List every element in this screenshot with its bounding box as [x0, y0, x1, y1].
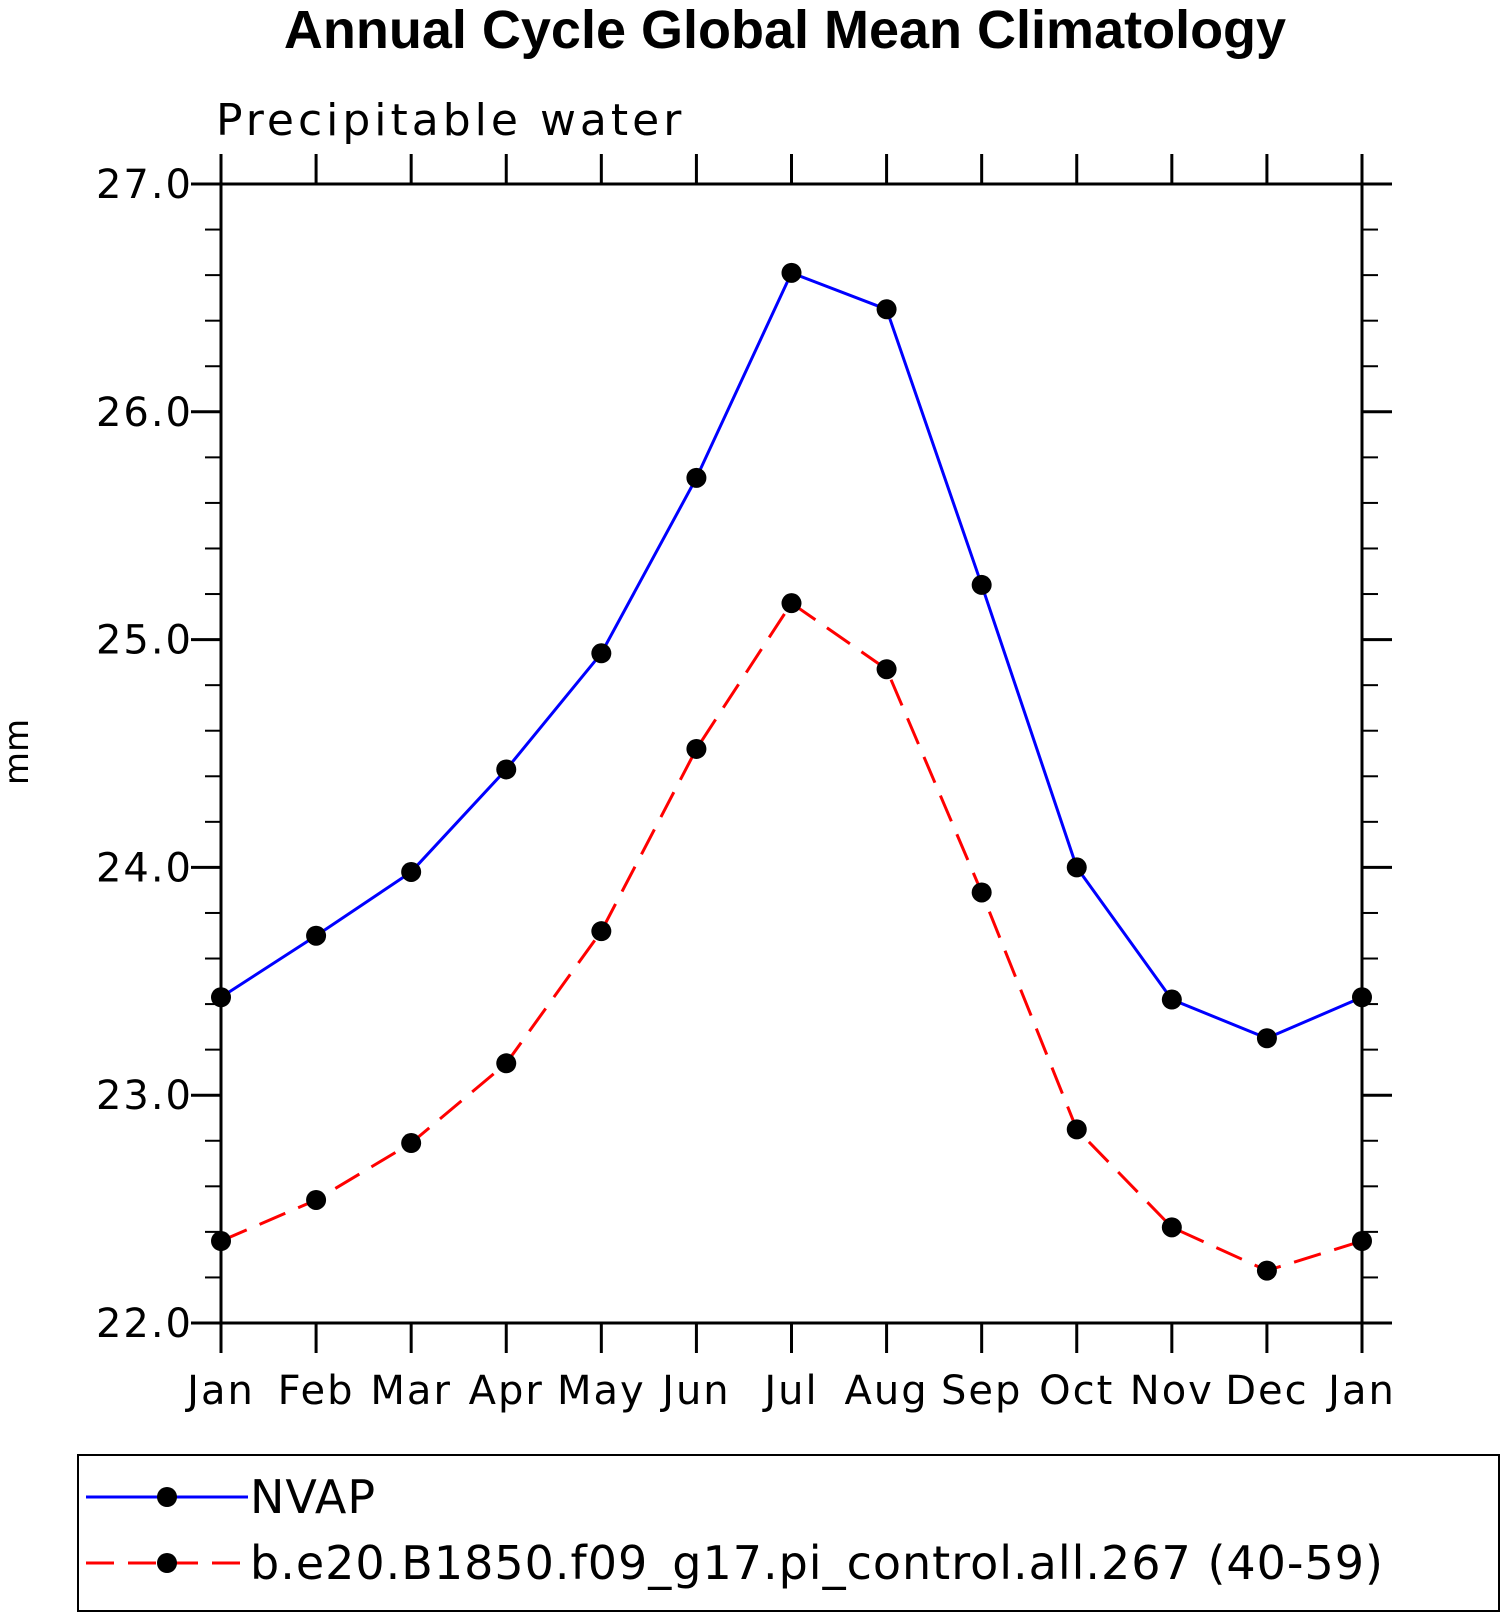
series-line — [220, 601, 1363, 1273]
axes-frame — [191, 154, 1392, 1353]
y-tick-label: 23.0 — [96, 1073, 193, 1119]
data-point — [496, 1053, 517, 1074]
data-point — [686, 738, 707, 759]
legend-marker — [157, 1553, 177, 1573]
data-point — [1066, 1119, 1087, 1140]
data-point — [781, 593, 802, 614]
data-point — [306, 925, 327, 946]
x-tick-label: Mar — [370, 1368, 451, 1414]
plot-border — [219, 182, 1364, 1325]
y-tick-label: 24.0 — [96, 845, 193, 891]
series-line — [220, 270, 1363, 1040]
data-point — [1256, 1260, 1277, 1281]
x-tick-label: Nov — [1130, 1368, 1214, 1414]
chart-subtitle: Precipitable water — [216, 95, 685, 146]
x-tick-label: Jan — [1325, 1368, 1396, 1414]
data-point — [1066, 857, 1087, 878]
data-point — [971, 574, 992, 595]
legend-box — [77, 1454, 1500, 1612]
data-point — [1256, 1028, 1277, 1049]
data-point — [211, 987, 231, 1008]
data-point — [306, 1189, 327, 1210]
legend-item: NVAP — [86, 1470, 376, 1524]
legend: NVAP b.e20.B1850.f09_g17.pi_control.all.2… — [86, 1470, 1384, 1590]
x-tick-label: Jun — [659, 1368, 731, 1414]
data-point — [211, 1230, 231, 1251]
y-tick-label: 26.0 — [96, 390, 193, 436]
data-point — [401, 861, 422, 882]
data-point — [591, 921, 612, 942]
data-point — [591, 643, 612, 664]
x-tick-label: Jul — [761, 1368, 818, 1414]
series-layer — [211, 262, 1372, 1281]
data-point — [1161, 1217, 1182, 1238]
x-tick-label: May — [557, 1368, 646, 1414]
data-point — [1352, 987, 1372, 1008]
series-0 — [211, 262, 1372, 1049]
x-tick-label: Apr — [469, 1368, 544, 1414]
legend-item: b.e20.B1850.f09_g17.pi_control.all.267 (… — [86, 1536, 1384, 1590]
legend-marker — [157, 1487, 177, 1507]
x-tick-labels: Jan Feb Mar Apr May Jun Jul Aug Sep Oct Nov Dec Jan — [184, 1368, 1396, 1414]
legend-label: NVAP — [250, 1470, 376, 1524]
data-point — [1352, 1230, 1372, 1251]
x-tick-label: Aug — [845, 1368, 929, 1414]
data-point — [781, 262, 802, 283]
data-point — [971, 882, 992, 903]
data-point — [401, 1133, 422, 1154]
series-1 — [211, 593, 1372, 1281]
legend-label: b.e20.B1850.f09_g17.pi_control.all.267 (… — [250, 1536, 1384, 1590]
y-tick-label: 25.0 — [96, 618, 193, 664]
x-tick-label: Feb — [278, 1368, 355, 1414]
x-tick-label: Jan — [184, 1368, 255, 1414]
y-axis-label: mm — [0, 719, 37, 785]
data-point — [1161, 989, 1182, 1010]
y-tick-labels: 22.0 23.0 24.0 25.0 26.0 27.0 — [96, 162, 193, 1347]
data-point — [876, 299, 897, 320]
chart-title: Annual Cycle Global Mean Climatology — [284, 0, 1286, 60]
data-point — [496, 759, 517, 780]
y-tick-label: 27.0 — [96, 162, 193, 208]
x-tick-label: Oct — [1039, 1368, 1114, 1414]
x-tick-label: Sep — [941, 1368, 1022, 1414]
x-tick-label: Dec — [1225, 1368, 1308, 1414]
y-tick-label: 22.0 — [96, 1301, 193, 1347]
data-point — [686, 467, 707, 488]
data-point — [876, 659, 897, 680]
